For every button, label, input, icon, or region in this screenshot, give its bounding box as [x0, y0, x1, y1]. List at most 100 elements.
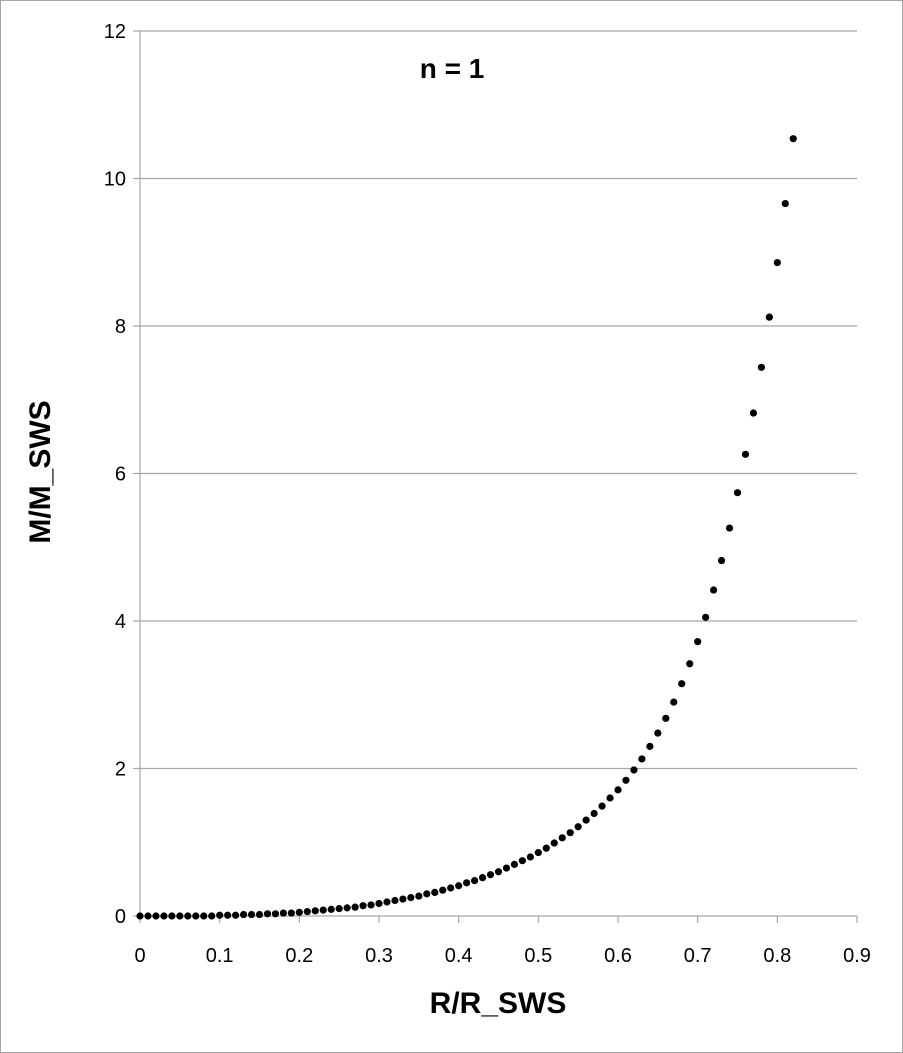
data-point [455, 882, 463, 890]
y-tick-label: 2 [115, 759, 126, 781]
data-point [208, 912, 216, 920]
data-point [367, 901, 375, 909]
data-point [757, 363, 766, 371]
data-point [311, 907, 319, 915]
data-point [741, 450, 750, 458]
data-point [224, 911, 232, 919]
data-point [327, 905, 335, 913]
x-axis-title: R/R_SWS [430, 987, 567, 1020]
x-tick-label: 0.6 [604, 945, 632, 967]
data-point [168, 912, 176, 920]
data-point [686, 660, 694, 668]
data-point [423, 890, 431, 898]
data-point [749, 409, 758, 417]
data-point [176, 912, 184, 920]
data-point [494, 868, 503, 876]
chart-annotation: n = 1 [420, 53, 485, 84]
data-point [383, 898, 391, 906]
gridlines [140, 30, 857, 770]
data-point [200, 912, 208, 920]
data-point [144, 912, 152, 920]
y-axis-title: M/M_SWS [24, 400, 57, 543]
data-point [646, 742, 654, 750]
data-point [534, 848, 542, 857]
x-tick-label: 0.9 [843, 945, 871, 967]
data-point [431, 888, 439, 897]
data-point [582, 816, 590, 824]
data-point [550, 839, 558, 847]
data-point [702, 613, 710, 621]
data-point [478, 874, 487, 882]
data-point [136, 912, 144, 920]
data-point [566, 829, 574, 837]
axes [133, 30, 858, 923]
data-point [407, 893, 415, 902]
data-point [486, 871, 495, 879]
data-point [694, 638, 702, 646]
data-points [136, 135, 797, 920]
data-point [781, 199, 789, 208]
data-point [391, 896, 399, 905]
data-point [622, 776, 630, 784]
y-tick-label: 12 [104, 21, 126, 43]
y-tick-label: 0 [115, 906, 126, 928]
data-point [279, 909, 287, 917]
data-point [678, 680, 686, 688]
data-point [216, 911, 224, 919]
x-tick-label: 0.5 [524, 945, 552, 967]
data-point [662, 714, 670, 722]
data-point [255, 910, 264, 919]
data-point [447, 884, 455, 892]
data-point [439, 886, 447, 894]
x-tick-label: 0.8 [763, 945, 791, 967]
x-tick-label: 0.3 [365, 945, 393, 967]
y-tick-label: 8 [115, 316, 126, 338]
x-tick-label: 0 [134, 945, 145, 967]
data-point [502, 864, 511, 872]
data-point [638, 755, 646, 763]
data-point [654, 729, 662, 737]
data-point [558, 834, 566, 842]
data-point [789, 135, 797, 143]
data-point [192, 912, 200, 920]
data-point [710, 586, 718, 594]
data-point [351, 903, 359, 911]
data-point [303, 907, 311, 916]
data-point [399, 895, 407, 903]
data-point [319, 906, 327, 914]
data-point [574, 823, 582, 831]
y-tick-label: 10 [104, 169, 126, 191]
data-point [518, 857, 527, 865]
data-point [725, 524, 734, 532]
data-point [733, 489, 742, 497]
data-point [526, 853, 534, 861]
y-tick-label: 6 [115, 464, 126, 486]
data-point [630, 766, 638, 774]
x-tick-labels: 0 0.1 0.2 0.3 0.4 0.5 0.6 0.7 0.8 0.9 [134, 945, 870, 967]
data-point [717, 556, 726, 565]
data-point [765, 313, 773, 321]
x-tick-label: 0.1 [206, 945, 234, 967]
data-point [232, 911, 240, 919]
y-tick-label: 4 [115, 611, 126, 633]
data-point [773, 258, 781, 267]
data-point [160, 912, 168, 920]
data-point [375, 899, 383, 908]
data-point [152, 912, 160, 920]
data-point [263, 910, 272, 918]
data-point [295, 908, 303, 916]
x-tick-label: 0.7 [684, 945, 712, 967]
data-point [542, 844, 550, 852]
data-point [287, 909, 295, 917]
x-tick-label: 0.4 [445, 945, 473, 967]
data-point [271, 910, 280, 918]
data-point [614, 786, 622, 794]
data-point [510, 860, 519, 868]
data-point [670, 698, 678, 706]
data-point [463, 879, 471, 887]
data-point [335, 905, 343, 913]
data-point [247, 910, 256, 919]
data-point [343, 904, 351, 912]
